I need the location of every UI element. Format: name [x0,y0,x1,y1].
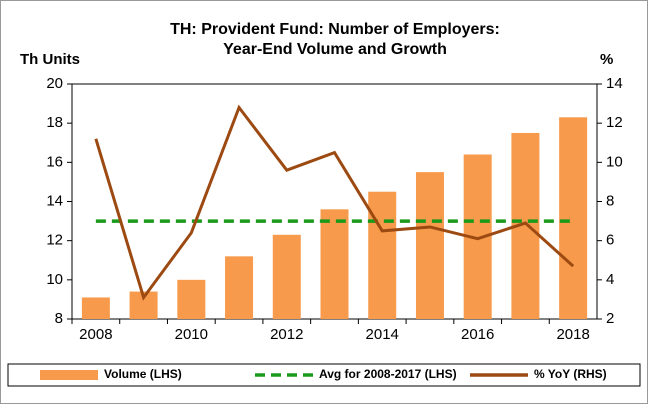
bar [177,279,206,319]
x-tick-label: 2012 [270,326,303,343]
chart-title: TH: Provident Fund: Number of Employers: [170,21,500,38]
y-tick-label: 10 [46,271,63,288]
y-tick-label: 18 [46,114,63,131]
y2-tick-label: 4 [606,271,614,288]
y2-tick-label: 8 [606,192,614,209]
y-tick-label: 20 [46,75,63,92]
y2-tick-label: 14 [606,75,623,92]
legend-box [7,363,641,387]
legend-label: Avg for 2008-2017 (LHS) [319,367,457,381]
bar [368,191,397,319]
x-tick-label: 2016 [461,326,494,343]
y-tick-label: 8 [55,310,63,327]
y2-tick-label: 10 [606,153,623,170]
y-tick-label: 12 [46,232,63,249]
bar [320,209,349,319]
bar [225,256,254,319]
x-tick-label: 2010 [175,326,208,343]
bar [81,297,110,319]
x-tick-label: 2008 [79,326,112,343]
y2-tick-label: 6 [606,232,614,249]
y-tick-label: 14 [46,192,63,209]
bar [559,117,588,320]
y2-tick-label: 12 [606,114,623,131]
line [94,104,575,301]
y-tick-label: 16 [46,153,63,170]
bar [415,172,444,319]
chart-subtitle: Year-End Volume and Growth [223,41,447,58]
legend-label: % YoY (RHS) [534,367,607,381]
y-axis-label: Th Units [20,51,80,68]
legend-swatch [40,370,98,380]
y2-tick-label: 2 [606,310,614,327]
x-tick-label: 2014 [366,326,399,343]
y2-axis-label: % [600,51,613,68]
legend-label: Volume (LHS) [104,367,182,381]
bar [272,234,301,319]
x-tick-label: 2018 [556,326,589,343]
